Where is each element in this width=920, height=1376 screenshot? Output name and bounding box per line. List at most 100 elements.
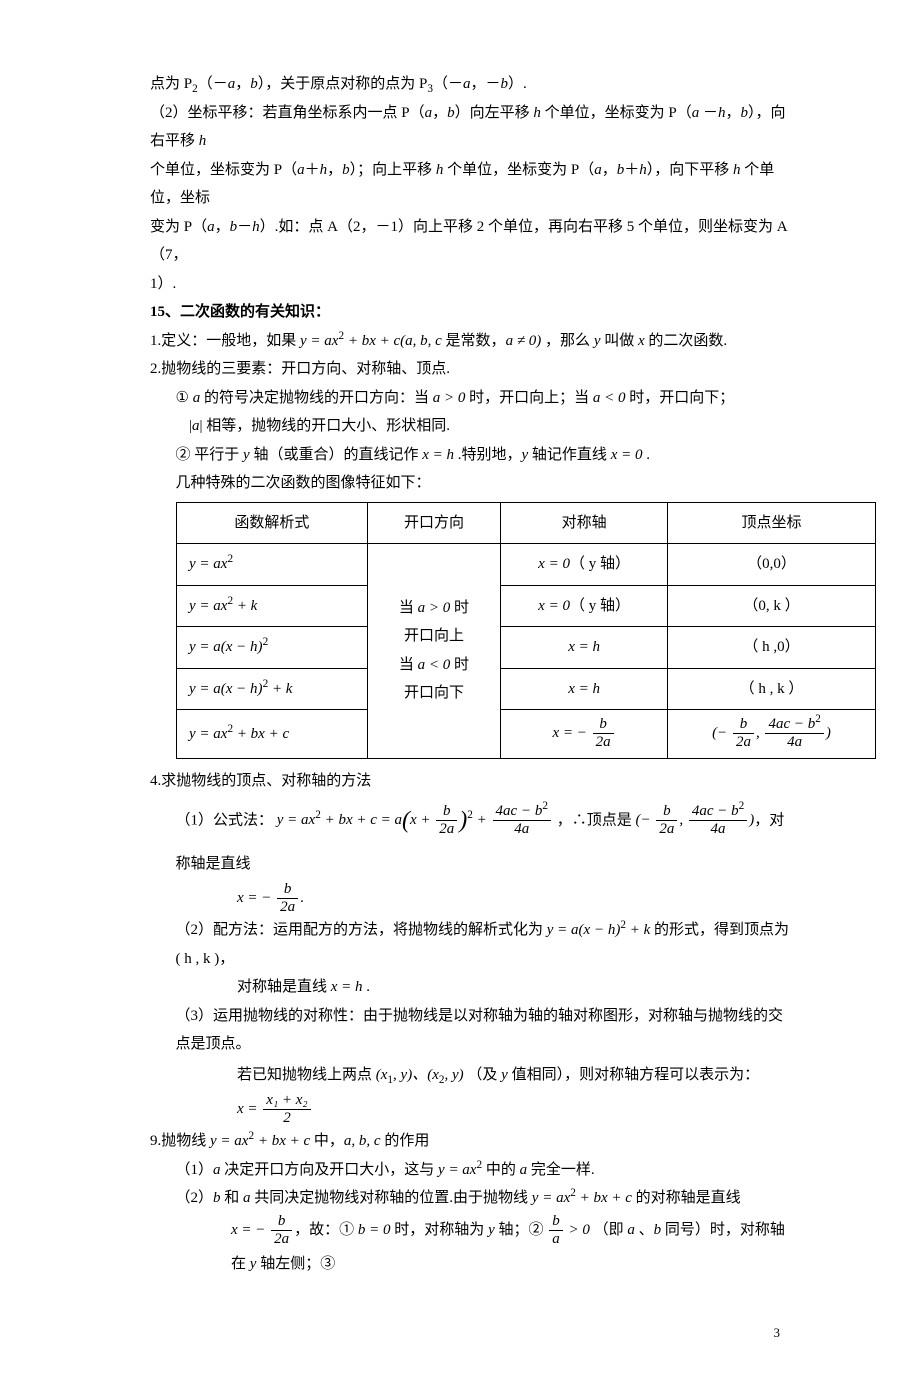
t: 决定开口方向及开口大小，这与 (221, 1162, 439, 1178)
t: 完全一样. (527, 1162, 595, 1178)
t: ， (602, 162, 617, 178)
t: ， (235, 76, 250, 92)
cell-axis: x = 0（ y 轴） (501, 585, 668, 627)
t: ）；向上平移 (350, 162, 436, 178)
v: a (594, 162, 602, 178)
v: h (533, 105, 541, 121)
table-row: y = a(x − h)2 x = h （ h ,0） (177, 627, 876, 669)
t: － (699, 105, 718, 121)
t: 中， (310, 1133, 344, 1149)
v: b (447, 105, 455, 121)
t: ， (219, 951, 234, 967)
table-row: y = ax2 + bx + c x = − b2a (− b2a, 4ac −… (177, 710, 876, 759)
t: 时，开口向下； (625, 390, 734, 406)
v: a (207, 219, 215, 235)
cell-axis: x = h (501, 627, 668, 669)
t: ）. (508, 76, 527, 92)
t: ＋ (624, 162, 639, 178)
v: h (639, 162, 647, 178)
t: . (300, 890, 304, 906)
t: 个单位，坐标变为 P（ (443, 162, 594, 178)
t: （1）公式法： (176, 812, 274, 828)
cell-axis: x = 0（ y 轴） (501, 544, 668, 586)
t: ，∴顶点是 (557, 812, 636, 828)
t: 和 (221, 1190, 244, 1206)
page-number: 3 (150, 1321, 790, 1346)
v: a (425, 105, 433, 121)
t: ， (327, 162, 342, 178)
t: 轴（或重合）的直线记作 (250, 447, 423, 463)
t: （－ (433, 76, 463, 92)
v: a (192, 418, 200, 434)
v: a (297, 162, 305, 178)
v: a (213, 1162, 221, 1178)
t: 若已知抛物线上两点 (237, 1067, 376, 1083)
v: h (320, 162, 328, 178)
cell-vertex: （ h ,0） (667, 627, 875, 669)
sec9-p1: （1）a 决定开口方向及开口大小，这与 y = ax2 中的 a 完全一样. (150, 1156, 790, 1185)
t: （2） (176, 1190, 214, 1206)
t: ＋ (305, 162, 320, 178)
t: 、 (635, 1222, 654, 1238)
eq: y = ax (300, 333, 338, 349)
v: y (488, 1222, 495, 1238)
sec4-m1-line2: x = − b2a. (150, 881, 790, 917)
t: ② 平行于 (176, 447, 244, 463)
col-vertex: 顶点坐标 (667, 502, 875, 544)
eq: a < 0 (593, 390, 626, 406)
t: 轴记作直线 (528, 447, 611, 463)
t: 轴左侧；③ (256, 1256, 335, 1272)
v: h (252, 219, 260, 235)
t: （－ (198, 76, 228, 92)
table-row: y = a(x − h)2 + k x = h （ h , k ） (177, 668, 876, 710)
t: 轴；② (495, 1222, 548, 1238)
col-direction: 开口方向 (367, 502, 501, 544)
v: b (342, 162, 350, 178)
t: ① (176, 390, 193, 406)
v: b (741, 105, 749, 121)
eq: b = 0 (358, 1222, 391, 1238)
t: ）向左平移 (455, 105, 534, 121)
t: ， (432, 105, 447, 121)
t: 共同决定抛物线对称轴的位置.由于抛物线 (251, 1190, 532, 1206)
t: 值相同），则对称轴方程可以表示为： (508, 1067, 759, 1083)
t: 9.抛物线 (150, 1133, 210, 1149)
t: . (363, 979, 371, 995)
s15-def: 1.定义：一般地，如果 y = ax2 + bx + c(a, b, c 是常数… (150, 327, 790, 356)
s15-c2: ② 平行于 y 轴（或重合）的直线记作 x = h .特别地，y 轴记作直线 x… (150, 441, 790, 470)
sec9-title: 9.抛物线 y = ax2 + bx + c 中，a, b, c 的作用 (150, 1127, 790, 1156)
intro-line-5: 1）. (150, 270, 790, 299)
v: b (213, 1190, 221, 1206)
sec4-m1: （1）公式法： y = ax2 + bx + c = a(x + b2a)2 +… (150, 795, 790, 881)
t: （及 (464, 1067, 502, 1083)
v: a (520, 1162, 528, 1178)
v: a (243, 1190, 251, 1206)
v: h (199, 133, 207, 149)
cell-axis: x = h (501, 668, 668, 710)
t: 1.定义：一般地，如果 (150, 333, 300, 349)
intro-line-1: 点为 P2（－a，b），关于原点对称的点为 P3（－a，－b）. (150, 70, 790, 99)
v: b (230, 219, 238, 235)
t: 叫做 (600, 333, 638, 349)
t: － (237, 219, 252, 235)
t: ），向下平移 (647, 162, 733, 178)
t: 是常数， (442, 333, 506, 349)
t: 时，对称轴为 (391, 1222, 489, 1238)
eq: a > 0 (433, 390, 466, 406)
cell-expr: y = ax2 (177, 544, 368, 586)
t: （即 (590, 1222, 628, 1238)
cell-expr: y = ax2 + bx + c (177, 710, 368, 759)
t: 时，开口向上；当 (465, 390, 593, 406)
v: y (243, 447, 250, 463)
sec9-p3: x = − b2a，故：① b = 0 时，对称轴为 y 轴；② ba > 0 … (150, 1213, 790, 1282)
col-axis: 对称轴 (501, 502, 668, 544)
sec4-title: 4.求抛物线的顶点、对称轴的方法 (150, 767, 790, 796)
cell-direction: 当 a > 0 时 开口向上 当 a < 0 时 开口向下 (367, 544, 501, 759)
t: ， (215, 219, 230, 235)
eq: a ≠ 0) (506, 333, 542, 349)
cell-expr: y = ax2 + k (177, 585, 368, 627)
t: 对称轴是直线 (237, 979, 331, 995)
col-expr: 函数解析式 (177, 502, 368, 544)
t: 中的 (482, 1162, 520, 1178)
sec4-m3-line2: 若已知抛物线上两点 (x1, y)、(x2, y) （及 y 值相同），则对称轴… (150, 1059, 790, 1128)
